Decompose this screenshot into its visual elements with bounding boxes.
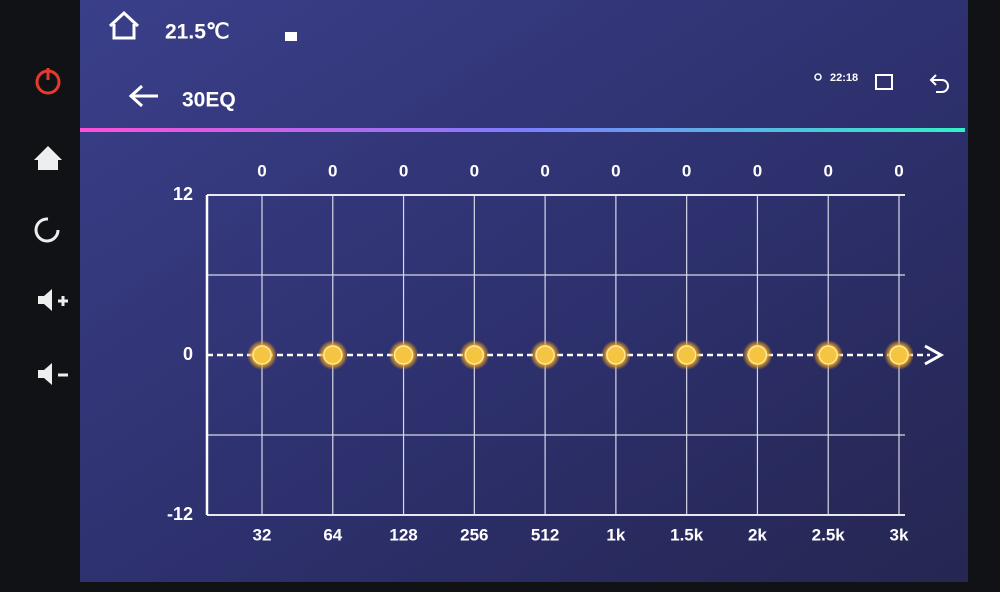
band-value-label: 0: [540, 161, 549, 180]
clock: 22:18: [830, 72, 858, 84]
band-value-label: 0: [753, 161, 762, 180]
band-value-label: 0: [894, 161, 903, 180]
y-tick-label: 0: [183, 344, 193, 364]
band-value-label: 0: [328, 161, 337, 180]
y-tick-label: 12: [173, 184, 193, 204]
eq-band-handle[interactable]: [464, 345, 485, 365]
header-divider: [80, 128, 965, 132]
band-value-label: 0: [823, 161, 832, 180]
page-title: 30EQ: [182, 89, 236, 112]
y-tick-label: -12: [167, 504, 193, 524]
eq-band-handle[interactable]: [323, 345, 343, 365]
eq-band-handle[interactable]: [818, 345, 838, 365]
eq-band-handle[interactable]: [889, 345, 909, 365]
band-value-label: 0: [682, 161, 691, 180]
x-tick-label: 32: [253, 525, 272, 544]
side-buttons: [34, 68, 68, 385]
eq-band-handle[interactable]: [252, 345, 272, 365]
band-value-label: 0: [257, 161, 266, 180]
status-icon: [285, 32, 297, 41]
location-icon: [814, 73, 822, 81]
temperature: 21.5℃: [165, 21, 229, 44]
x-tick-label: 2k: [748, 525, 767, 544]
band-value-label: 0: [470, 161, 479, 180]
x-tick-label: 3k: [890, 525, 909, 544]
axis-arrow: [924, 344, 945, 366]
home-button[interactable]: [34, 146, 62, 170]
screen: [80, 0, 968, 582]
x-tick-label: 64: [323, 525, 342, 544]
eq-band-handle[interactable]: [535, 345, 555, 365]
volume-up-button[interactable]: [38, 289, 52, 311]
eq-band-handle[interactable]: [676, 345, 697, 365]
x-tick-label: 256: [460, 525, 488, 544]
back-button[interactable]: [34, 217, 60, 243]
x-tick-label: 1.5k: [670, 525, 704, 544]
return-icon[interactable]: [929, 74, 949, 93]
recent-apps-icon[interactable]: [875, 74, 893, 90]
x-tick-label: 128: [389, 525, 417, 544]
x-tick-label: 2.5k: [812, 525, 846, 544]
band-value-label: 0: [611, 161, 620, 180]
eq-band-handle[interactable]: [747, 345, 768, 365]
back-arrow[interactable]: [128, 84, 158, 108]
eq-band-handle[interactable]: [393, 345, 414, 365]
eq-band-handle[interactable]: [606, 345, 626, 365]
x-tick-label: 512: [531, 525, 559, 544]
home-icon[interactable]: [108, 10, 140, 40]
x-tick-label: 1k: [606, 525, 625, 544]
band-value-label: 0: [399, 161, 408, 180]
volume-down-button[interactable]: [38, 363, 52, 385]
